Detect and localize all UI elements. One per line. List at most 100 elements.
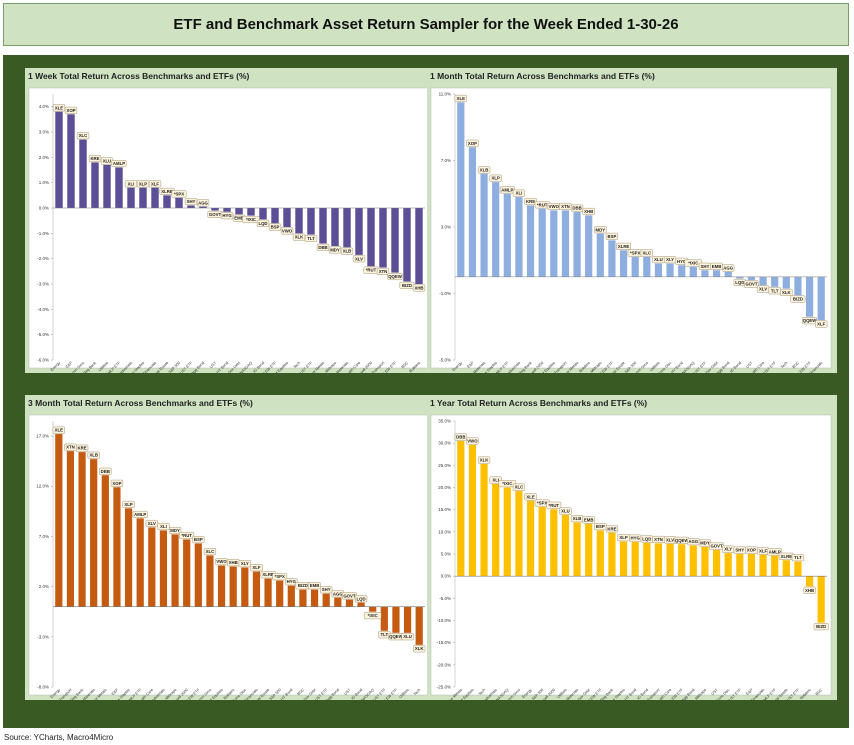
data-label: KRE bbox=[90, 156, 99, 161]
data-label: BSP bbox=[596, 524, 605, 529]
data-label: GOVT bbox=[710, 544, 723, 549]
category-label: Energy bbox=[452, 361, 463, 372]
data-label-box bbox=[803, 586, 816, 594]
bar bbox=[194, 543, 202, 607]
data-label-box bbox=[790, 295, 806, 303]
data-label: AMLP bbox=[134, 512, 146, 517]
data-label: XLU bbox=[103, 159, 112, 164]
bar bbox=[171, 534, 179, 607]
bar bbox=[223, 208, 231, 212]
data-label-box bbox=[64, 106, 78, 114]
bar bbox=[415, 606, 423, 645]
category-label: Utilities bbox=[649, 361, 661, 373]
data-label-box bbox=[413, 645, 426, 653]
data-label-box bbox=[640, 249, 653, 257]
data-label-box bbox=[304, 234, 318, 242]
chart-threemonth: -8.0%-3.0%2.0%7.0%12.0%17.0%EnergyTransp… bbox=[28, 414, 430, 700]
y-tick-label: 0.0% bbox=[39, 206, 49, 211]
data-label: BIZD bbox=[402, 283, 412, 288]
y-tick-label: -2.0% bbox=[37, 256, 49, 261]
page-title-box: ETF and Benchmark Asset Return Sampler f… bbox=[3, 3, 849, 46]
data-label: XLRE bbox=[618, 244, 630, 249]
bar bbox=[331, 208, 339, 246]
bar bbox=[678, 265, 686, 277]
data-label: XTN bbox=[561, 204, 570, 209]
data-label: XLK bbox=[295, 235, 304, 240]
bar bbox=[283, 208, 291, 227]
data-label: BSP bbox=[194, 537, 203, 542]
category-label: UST bbox=[209, 360, 218, 369]
data-label: XLE bbox=[526, 494, 534, 499]
data-label: BSP bbox=[608, 234, 617, 239]
y-tick-label: 35.0% bbox=[438, 419, 451, 424]
y-tick-label: 2.0% bbox=[39, 155, 49, 160]
data-label: XLC bbox=[79, 133, 88, 138]
panel-title-month: 1 Month Total Return Across Benchmarks a… bbox=[430, 71, 655, 81]
data-label: BIZD bbox=[298, 583, 308, 588]
data-label: XLI bbox=[492, 478, 499, 483]
category-label: Energy bbox=[50, 361, 61, 372]
data-label: MDY bbox=[596, 227, 606, 232]
data-label-box bbox=[272, 573, 288, 581]
data-label: KRE bbox=[607, 526, 616, 531]
bar bbox=[115, 167, 123, 208]
data-label-box bbox=[559, 507, 572, 515]
data-label-box bbox=[722, 264, 735, 272]
bar bbox=[457, 440, 465, 577]
bar bbox=[139, 187, 147, 208]
y-tick-label: -1.0% bbox=[439, 291, 451, 296]
bar bbox=[712, 270, 721, 277]
data-label: AGG bbox=[723, 265, 733, 270]
data-label: XLU bbox=[561, 509, 570, 514]
data-label-box bbox=[512, 483, 526, 491]
panel-title-threemonth: 3 Month Total Return Across Benchmarks a… bbox=[28, 398, 253, 408]
bar bbox=[805, 576, 814, 587]
bar bbox=[295, 208, 303, 234]
data-label: BSP bbox=[271, 225, 280, 230]
data-label: XLV bbox=[355, 256, 363, 261]
data-label-box bbox=[250, 564, 263, 572]
data-label: XOP bbox=[66, 108, 75, 113]
bar bbox=[526, 500, 535, 577]
data-label-box bbox=[52, 104, 66, 112]
bar bbox=[585, 215, 593, 277]
data-label-box bbox=[192, 536, 205, 544]
data-label: XLK bbox=[415, 646, 424, 651]
data-label: XLF bbox=[759, 548, 767, 553]
bar bbox=[701, 270, 709, 277]
bar bbox=[689, 266, 697, 277]
y-tick-label: -8.0% bbox=[37, 685, 49, 690]
y-tick-label: 7.0% bbox=[39, 534, 49, 539]
data-label: XLC bbox=[515, 485, 524, 490]
bar bbox=[67, 114, 75, 208]
data-label-box bbox=[168, 527, 182, 535]
data-label: EMB bbox=[712, 264, 722, 269]
bar bbox=[712, 550, 721, 577]
data-label-box bbox=[256, 219, 270, 227]
data-label-box bbox=[340, 247, 354, 255]
data-label-box bbox=[524, 493, 537, 501]
data-label: EMB bbox=[310, 583, 320, 588]
panel-week: 1 Week Total Return Across Benchmarks an… bbox=[25, 68, 435, 373]
data-label-box bbox=[157, 523, 170, 531]
bar bbox=[515, 491, 523, 577]
panel-year: 1 Year Total Return Across Benchmarks an… bbox=[427, 395, 837, 700]
plot-area bbox=[430, 87, 832, 369]
bar bbox=[631, 256, 639, 277]
data-label-box bbox=[320, 586, 333, 594]
category-label: E&P bbox=[745, 688, 754, 697]
bar bbox=[319, 208, 327, 244]
bar bbox=[759, 276, 767, 286]
bar bbox=[596, 233, 604, 277]
data-label: XLI bbox=[160, 524, 167, 529]
bar bbox=[355, 208, 363, 255]
bar bbox=[307, 208, 315, 235]
data-label-box bbox=[477, 456, 491, 464]
data-label: AMLP bbox=[501, 187, 513, 192]
y-tick-label: 3.0% bbox=[441, 225, 451, 230]
data-label: LQD bbox=[642, 537, 651, 542]
y-tick-label: -10.0% bbox=[437, 618, 451, 623]
y-tick-label: -4.0% bbox=[37, 307, 49, 312]
chart-year: -25.0% -20.0% -15.0% -10.0% -5.0% 0.0% 5.0% 10.… bbox=[430, 414, 832, 700]
category-label: Tech bbox=[478, 688, 487, 697]
